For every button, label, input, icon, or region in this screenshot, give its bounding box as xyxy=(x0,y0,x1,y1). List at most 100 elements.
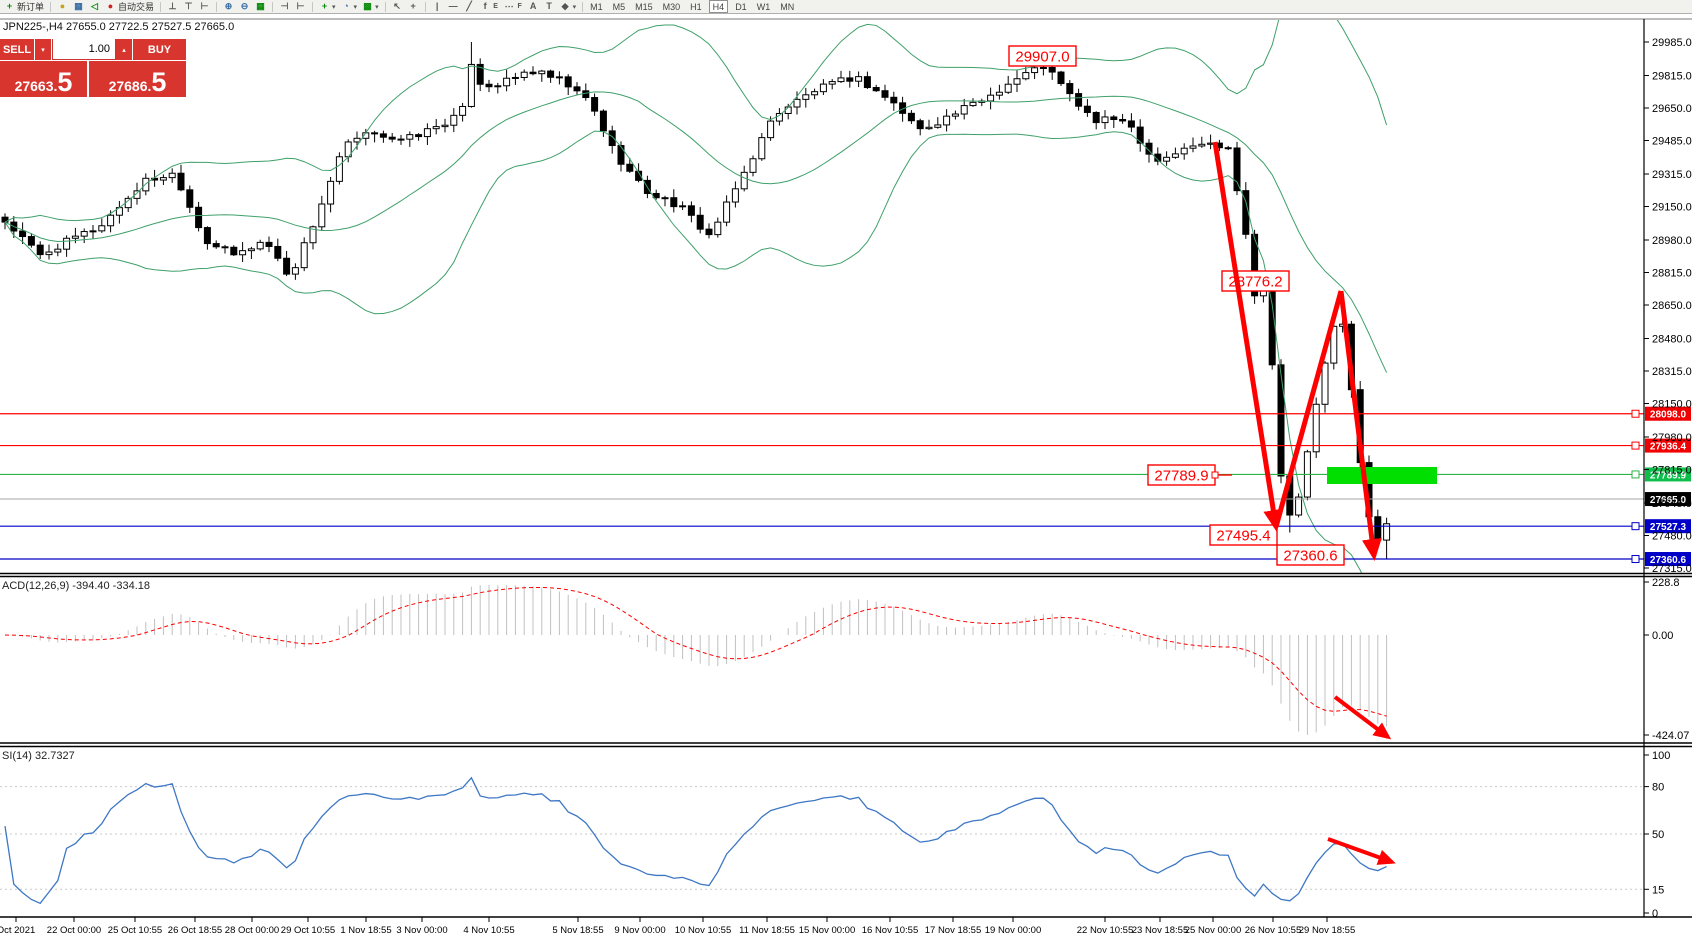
templates-button[interactable]: ▩ ▾ xyxy=(360,1,381,13)
timeframe-toolbar: M1 M5 M15 M30 H1 H4 D1 W1 MN xyxy=(587,0,797,13)
hline-handle[interactable] xyxy=(1631,441,1640,450)
crosshair-tool-button[interactable]: + xyxy=(406,1,421,13)
crash-arrow-2[interactable] xyxy=(1338,290,1382,561)
price-annotation-27360.6[interactable]: 27360.6 xyxy=(1276,544,1345,566)
buy-price-big-digit: 5 xyxy=(151,67,167,98)
vline-tool-button[interactable]: | xyxy=(430,1,445,13)
timeframe-button-h4[interactable]: H4 xyxy=(708,0,729,13)
trendline-tool-button[interactable]: ╱ xyxy=(462,1,477,13)
timeframe-button-m1[interactable]: M1 xyxy=(590,1,603,12)
clock-icon: ◔ xyxy=(343,1,349,11)
rsi-axis-label: 100 xyxy=(1652,750,1670,762)
candle xyxy=(1110,116,1118,121)
candle xyxy=(661,197,669,200)
autoscroll-button[interactable]: ⊤ xyxy=(181,1,196,13)
chart-shift-button[interactable]: ⊥ xyxy=(165,1,180,13)
candle xyxy=(1171,153,1179,158)
autotrade-button[interactable]: ● 自动交易 xyxy=(103,1,156,13)
cursor-tool-button[interactable]: ↖ xyxy=(390,1,405,13)
deposit-button[interactable]: ● xyxy=(55,1,70,13)
rsi-axis-label: 50 xyxy=(1652,829,1664,841)
autotrade-label: 自动交易 xyxy=(118,2,155,12)
timeframe-button-w1[interactable]: W1 xyxy=(756,1,771,12)
sell-price-display[interactable]: 27663. 5 xyxy=(0,61,89,97)
candle xyxy=(1127,120,1135,128)
date-axis-label: Oct 2021 xyxy=(0,925,35,936)
crash-arrow-1[interactable] xyxy=(1212,141,1284,532)
zoom-in-button[interactable]: ⊕ xyxy=(221,1,236,13)
trendline-icon: ╱ xyxy=(466,1,472,11)
label-tool-button[interactable]: T xyxy=(542,1,557,13)
timeframe-button-h1[interactable]: H1 xyxy=(690,1,702,12)
ruler-tool-button[interactable]: ⋯ F xyxy=(502,1,525,13)
volume-increase-button[interactable]: ▴ xyxy=(116,39,133,60)
candle xyxy=(441,124,449,128)
candle xyxy=(45,251,53,256)
add-indicator-button[interactable]: + ▾ xyxy=(317,1,338,13)
price-annotation-29907.0[interactable]: 29907.0 xyxy=(1008,45,1077,67)
candle xyxy=(397,138,405,141)
timeframe-button-m15[interactable]: M15 xyxy=(635,1,653,12)
hline-handle[interactable] xyxy=(1631,522,1640,531)
zoom-out-button[interactable]: ⊖ xyxy=(237,1,252,13)
new-order-button[interactable]: + 新订单 xyxy=(2,1,46,13)
candle xyxy=(714,221,722,236)
chevron-down-icon: ▾ xyxy=(572,3,577,11)
buy-price-main: 27686. xyxy=(108,78,152,94)
timeframe-button-mn[interactable]: MN xyxy=(780,1,795,12)
shift-right-button[interactable]: ⊢ xyxy=(293,1,308,13)
svg-text:27789.9: 27789.9 xyxy=(1154,468,1208,485)
candle xyxy=(564,76,572,88)
price-annotation-27495.4[interactable]: 27495.4 xyxy=(1209,524,1278,546)
timeframe-button-d1[interactable]: D1 xyxy=(735,1,747,12)
date-axis-label: 5 Nov 18:55 xyxy=(552,925,603,936)
timeframe-button-m30[interactable]: M30 xyxy=(662,1,681,12)
shift-left-button[interactable]: ⊣ xyxy=(277,1,292,13)
candle xyxy=(133,190,141,199)
candle xyxy=(1066,83,1074,95)
profiles-button[interactable]: ▦ xyxy=(71,1,86,13)
macd-signal-line xyxy=(4,586,1387,717)
candle xyxy=(335,156,343,182)
hline-handle[interactable] xyxy=(1631,470,1640,479)
periods-button[interactable]: ◔ ▾ xyxy=(339,1,360,13)
volume-input[interactable]: 1.00 xyxy=(52,39,116,60)
candle xyxy=(63,237,71,250)
volume-decrease-button[interactable]: ▾ xyxy=(35,39,52,60)
hline-handle[interactable] xyxy=(1631,409,1640,418)
candle xyxy=(406,134,414,140)
candle xyxy=(872,87,880,92)
candle xyxy=(283,257,291,275)
buy-button[interactable]: BUY xyxy=(133,39,186,60)
candle-mode-button[interactable]: ⊢ xyxy=(197,1,212,13)
text-tool-button[interactable]: A xyxy=(526,1,541,13)
tile-windows-button[interactable]: ▦ xyxy=(253,1,268,13)
candle xyxy=(529,71,537,75)
candle xyxy=(450,114,458,126)
macd-arrow[interactable] xyxy=(1333,695,1392,740)
rebound-line[interactable] xyxy=(1273,290,1344,528)
price-annotation-27789.9[interactable]: 27789.9 xyxy=(1147,464,1232,486)
hline-handle[interactable] xyxy=(1631,555,1640,564)
green-highlight-box[interactable] xyxy=(1327,467,1437,484)
timeframe-button-m5[interactable]: M5 xyxy=(612,1,626,12)
chevron-down-icon: ▾ xyxy=(375,3,379,11)
buy-price-display[interactable]: 27686. 5 xyxy=(89,61,186,97)
candle xyxy=(177,172,185,191)
candle xyxy=(494,85,502,88)
hline-tool-button[interactable]: — xyxy=(446,1,461,13)
profiles-icon: ▦ xyxy=(74,1,83,11)
candle xyxy=(1154,153,1162,162)
price-annotation-28776.2[interactable]: 28776.2 xyxy=(1221,270,1290,292)
sell-button[interactable]: SELL xyxy=(0,39,35,60)
candle xyxy=(36,244,44,256)
price-axis-label: 28815.0 xyxy=(1652,267,1692,279)
alerts-button[interactable]: ◁ xyxy=(87,1,102,13)
shapes-tool-button[interactable]: ◆ ▾ xyxy=(558,1,579,13)
price-axis-label: 27645.0 xyxy=(1652,498,1692,510)
axis-price-box xyxy=(1645,406,1691,421)
rsi-arrow[interactable] xyxy=(1327,837,1396,865)
